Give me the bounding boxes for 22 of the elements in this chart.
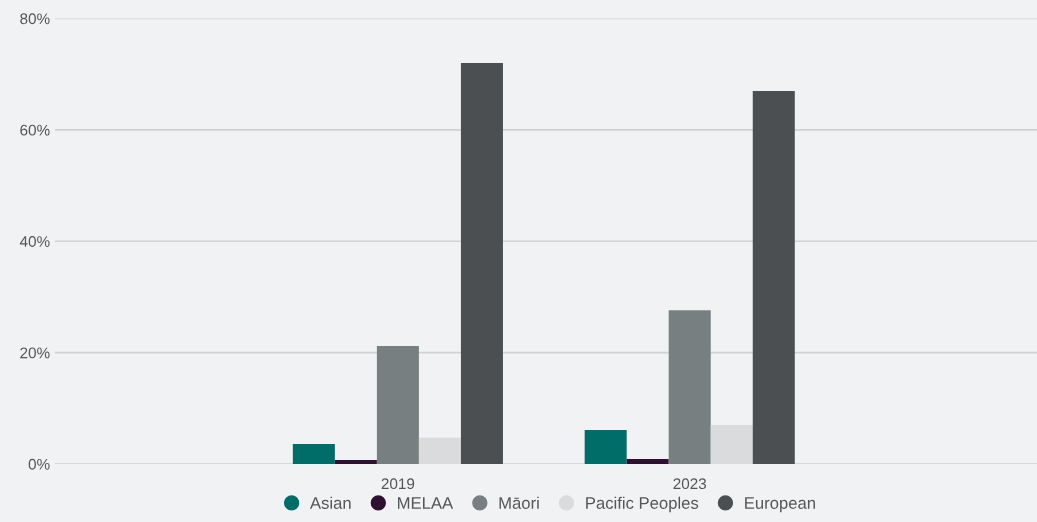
bar [460,63,503,464]
y-tick-label: 60% [20,124,50,136]
bar [418,437,461,464]
bar [626,458,669,464]
bar [376,345,419,464]
x-tick-label: 2023 [673,478,707,490]
bar [584,430,627,464]
legend-label: European [745,497,815,513]
bar [752,90,795,464]
bar [668,310,711,464]
bar [710,425,753,464]
legend-label: MELAA [398,497,454,509]
y-tick-label: 40% [19,236,50,247]
legend-label: Māori [499,496,539,509]
x-tick-label: 2019 [381,478,415,490]
y-tick-label: 80% [20,13,50,25]
legend-label: Asian [309,496,351,509]
bar [292,443,335,464]
legend-label: Pacific Peoples [586,496,699,513]
y-tick-label: 0% [28,458,50,470]
y-tick-label: 20% [20,347,50,359]
bar [334,460,377,464]
